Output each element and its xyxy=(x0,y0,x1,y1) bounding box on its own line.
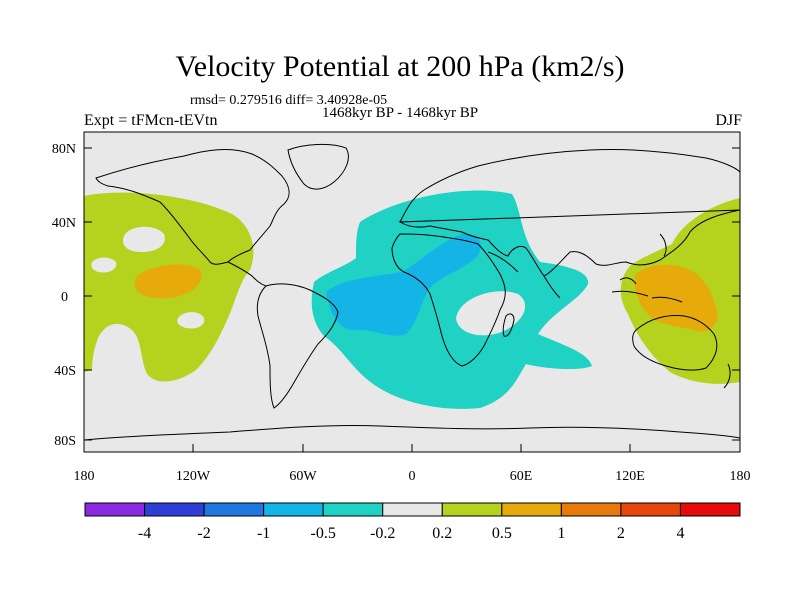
colorbar-swatch xyxy=(679,502,741,517)
europe-hole xyxy=(570,234,592,249)
atlantic-core xyxy=(326,233,481,336)
pacific-hole-1 xyxy=(122,226,165,252)
colorbar-swatch xyxy=(84,502,146,517)
pacific-core xyxy=(134,264,202,299)
pacific-hole-2 xyxy=(91,257,117,273)
eurasia-coast xyxy=(398,148,740,277)
lon-label-180e: 180 xyxy=(730,469,751,484)
central-america-coast xyxy=(227,261,267,287)
africa-coast xyxy=(391,233,506,367)
lon-label-0: 0 xyxy=(409,469,416,484)
australia-coast xyxy=(632,315,718,371)
colorbar-swatch xyxy=(620,502,681,517)
colorbar-swatch xyxy=(322,502,384,517)
madagascar-coast xyxy=(502,313,515,337)
arabia-india-coast xyxy=(487,251,561,299)
experiment-label: Expt = tFMcn-tEVtn xyxy=(84,112,218,129)
colorbar-label: -1 xyxy=(257,525,270,542)
north-america-coast xyxy=(95,149,290,265)
lon-label-180w: 180 xyxy=(74,469,95,484)
south-america-coast xyxy=(256,283,339,409)
greenland-coast xyxy=(287,143,349,190)
axis-ticks xyxy=(84,147,740,452)
lat-label-eq: 0 xyxy=(61,290,68,305)
colorbar-swatch xyxy=(441,502,503,517)
colorbar-label: -4 xyxy=(138,525,151,542)
lon-label-120e: 120E xyxy=(615,469,645,484)
atlantic-negative-field xyxy=(311,190,592,409)
colorbar-swatch xyxy=(144,502,205,517)
stats-label: rmsd= 0.279516 diff= 3.40928e-05 xyxy=(190,93,388,108)
lat-label-80s: 80S xyxy=(54,434,76,449)
lon-label-60e: 60E xyxy=(510,469,533,484)
coastlines xyxy=(84,143,740,441)
colorbar-swatch xyxy=(263,502,324,517)
antarctica-coast xyxy=(84,424,740,441)
colorbar-label: -2 xyxy=(197,525,210,542)
japan-coast xyxy=(659,233,667,257)
shaded-fields xyxy=(84,190,740,409)
latitude-labels: 80N 40N 0 40S 80S xyxy=(52,142,76,449)
indian-ocean-hole xyxy=(456,291,526,336)
colorbar-swatch xyxy=(560,502,622,517)
chart-title: Velocity Potential at 200 hPa (km2/s) xyxy=(175,50,625,83)
colorbar: -4 -2 -1 -0.5 -0.2 0.2 0.5 1 2 4 xyxy=(84,502,741,542)
colorbar-label: -0.2 xyxy=(370,525,395,542)
season-label: DJF xyxy=(715,112,742,129)
colorbar-label: 0.2 xyxy=(432,525,452,542)
colorbar-swatch xyxy=(382,502,443,517)
indonesia-coast xyxy=(611,277,683,303)
colorbar-label: 4 xyxy=(676,525,684,542)
new-zealand-coast xyxy=(723,363,731,389)
lon-label-120w: 120W xyxy=(176,469,211,484)
colorbar-swatch xyxy=(501,502,562,517)
colorbar-label: 0.5 xyxy=(492,525,512,542)
colorbar-label: 1 xyxy=(557,525,565,542)
lat-label-40s: 40S xyxy=(54,364,76,379)
period-label: 1468kyr BP - 1468kyr BP xyxy=(321,105,479,121)
west-pacific-core xyxy=(634,264,718,332)
colorbar-label: -0.5 xyxy=(311,525,336,542)
longitude-labels: 180 120W 60W 0 60E 120E 180 xyxy=(74,469,751,484)
colorbar-label: 2 xyxy=(617,525,625,542)
lat-label-40n: 40N xyxy=(52,216,76,231)
pacific-hole-3 xyxy=(177,312,205,329)
colorbar-swatch xyxy=(203,502,265,517)
lon-label-60w: 60W xyxy=(289,469,317,484)
lat-label-80n: 80N xyxy=(52,142,76,157)
